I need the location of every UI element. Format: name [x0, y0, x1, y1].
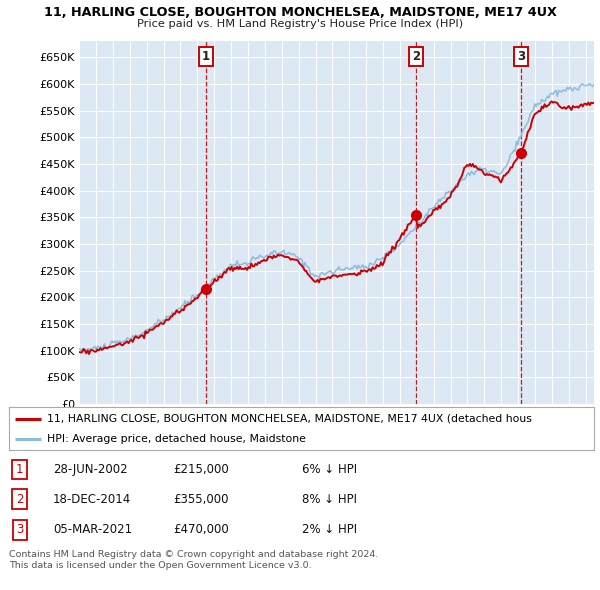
Text: Contains HM Land Registry data © Crown copyright and database right 2024.: Contains HM Land Registry data © Crown c… [9, 550, 379, 559]
Text: 28-JUN-2002: 28-JUN-2002 [53, 463, 128, 476]
Text: This data is licensed under the Open Government Licence v3.0.: This data is licensed under the Open Gov… [9, 560, 311, 569]
Text: 8% ↓ HPI: 8% ↓ HPI [302, 493, 356, 506]
Text: 11, HARLING CLOSE, BOUGHTON MONCHELSEA, MAIDSTONE, ME17 4UX (detached hous: 11, HARLING CLOSE, BOUGHTON MONCHELSEA, … [47, 414, 532, 424]
Text: Price paid vs. HM Land Registry's House Price Index (HPI): Price paid vs. HM Land Registry's House … [137, 19, 463, 29]
Text: £215,000: £215,000 [173, 463, 229, 476]
Text: £355,000: £355,000 [173, 493, 229, 506]
Text: 1: 1 [202, 50, 209, 63]
Text: £470,000: £470,000 [173, 523, 229, 536]
Text: 11, HARLING CLOSE, BOUGHTON MONCHELSEA, MAIDSTONE, ME17 4UX: 11, HARLING CLOSE, BOUGHTON MONCHELSEA, … [44, 6, 556, 19]
Text: HPI: Average price, detached house, Maidstone: HPI: Average price, detached house, Maid… [47, 434, 306, 444]
Text: 6% ↓ HPI: 6% ↓ HPI [302, 463, 356, 476]
Text: 05-MAR-2021: 05-MAR-2021 [53, 523, 132, 536]
Text: 1: 1 [16, 463, 23, 476]
Text: 18-DEC-2014: 18-DEC-2014 [53, 493, 131, 506]
Text: 3: 3 [517, 50, 525, 63]
Text: 2: 2 [16, 493, 23, 506]
Text: 2% ↓ HPI: 2% ↓ HPI [302, 523, 356, 536]
Text: 2: 2 [412, 50, 420, 63]
Text: 3: 3 [16, 523, 23, 536]
